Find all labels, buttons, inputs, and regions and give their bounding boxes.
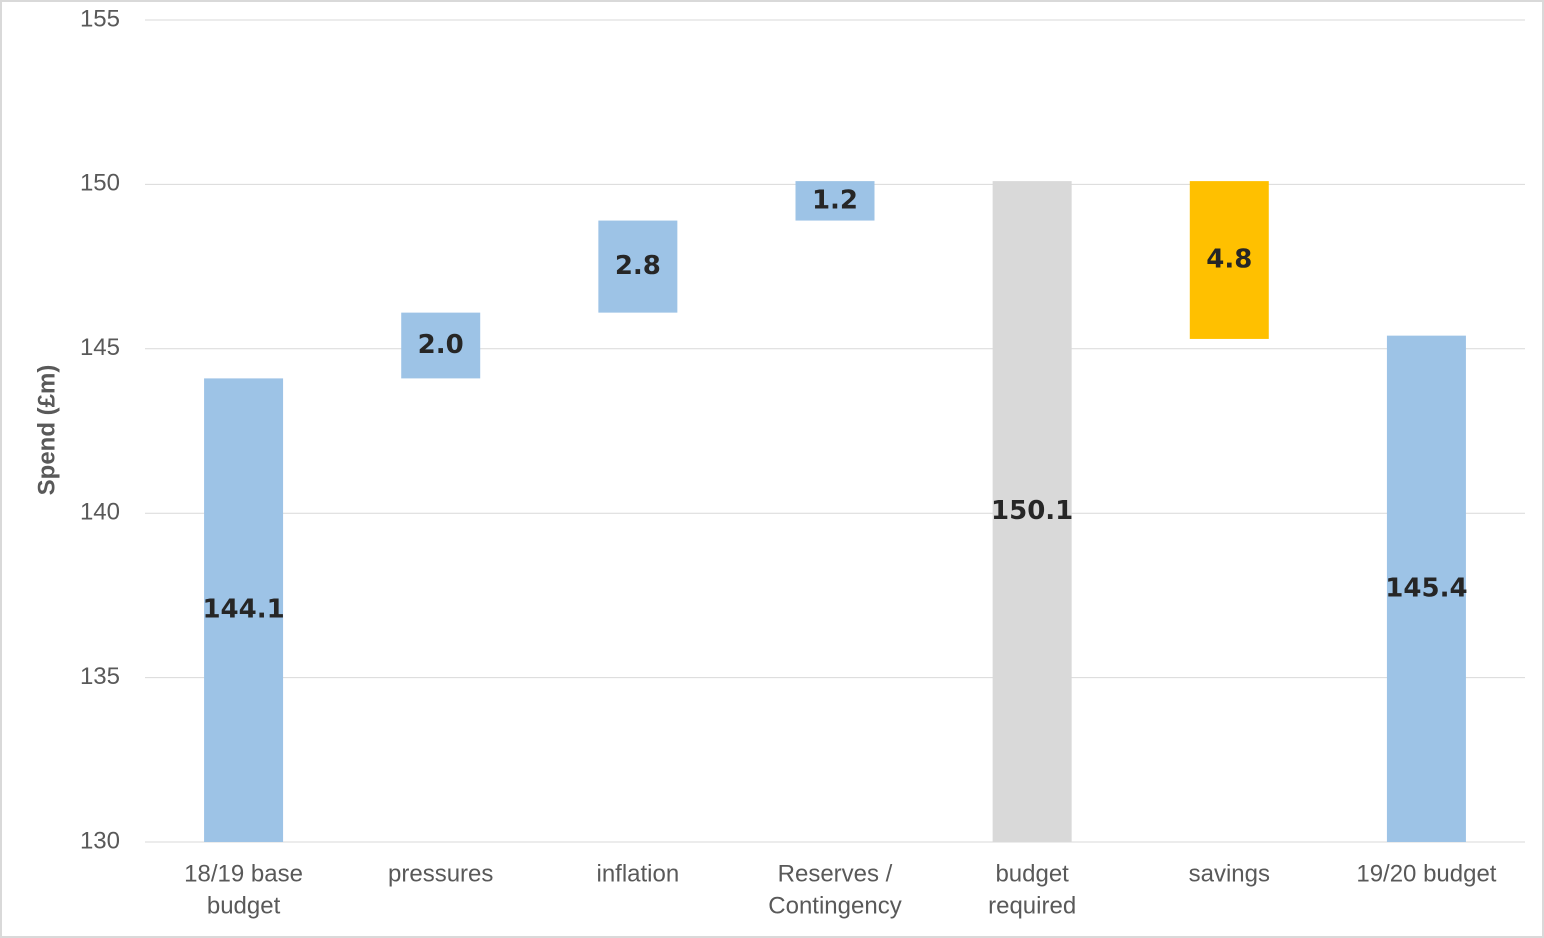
data-label: 4.8 <box>1206 245 1252 275</box>
x-tick-label: 18/19 base <box>184 860 303 887</box>
y-tick-label: 130 <box>80 827 120 854</box>
y-tick-label: 155 <box>80 5 120 32</box>
bar <box>795 181 875 221</box>
bar <box>401 312 481 379</box>
x-tick-label: inflation <box>596 860 679 887</box>
data-label: 2.0 <box>418 330 464 360</box>
x-tick-label: pressures <box>388 860 493 887</box>
bar <box>992 181 1072 842</box>
data-label: 1.2 <box>812 185 858 215</box>
x-tick-label: Reserves / <box>778 860 893 887</box>
data-label: 144.1 <box>202 595 284 625</box>
y-tick-label: 145 <box>80 334 120 361</box>
y-tick-label: 140 <box>80 499 120 526</box>
data-label: 145.4 <box>1385 573 1467 603</box>
x-tick-label: savings <box>1189 860 1270 887</box>
data-label: 150.1 <box>991 496 1073 526</box>
data-label: 2.8 <box>615 251 661 281</box>
x-tick-label: Contingency <box>768 892 901 919</box>
y-tick-label: 135 <box>80 663 120 690</box>
bar <box>1189 181 1269 339</box>
y-tick-label: 150 <box>80 170 120 197</box>
x-tick-label: 19/20 budget <box>1356 860 1496 887</box>
x-tick-label: budget <box>207 892 281 919</box>
y-axis-label: Spend (£m) <box>33 365 60 496</box>
x-tick-label: budget <box>995 860 1069 887</box>
bar <box>1386 335 1466 842</box>
bar <box>204 378 284 842</box>
x-tick-label: required <box>988 892 1076 919</box>
bar <box>598 220 678 313</box>
